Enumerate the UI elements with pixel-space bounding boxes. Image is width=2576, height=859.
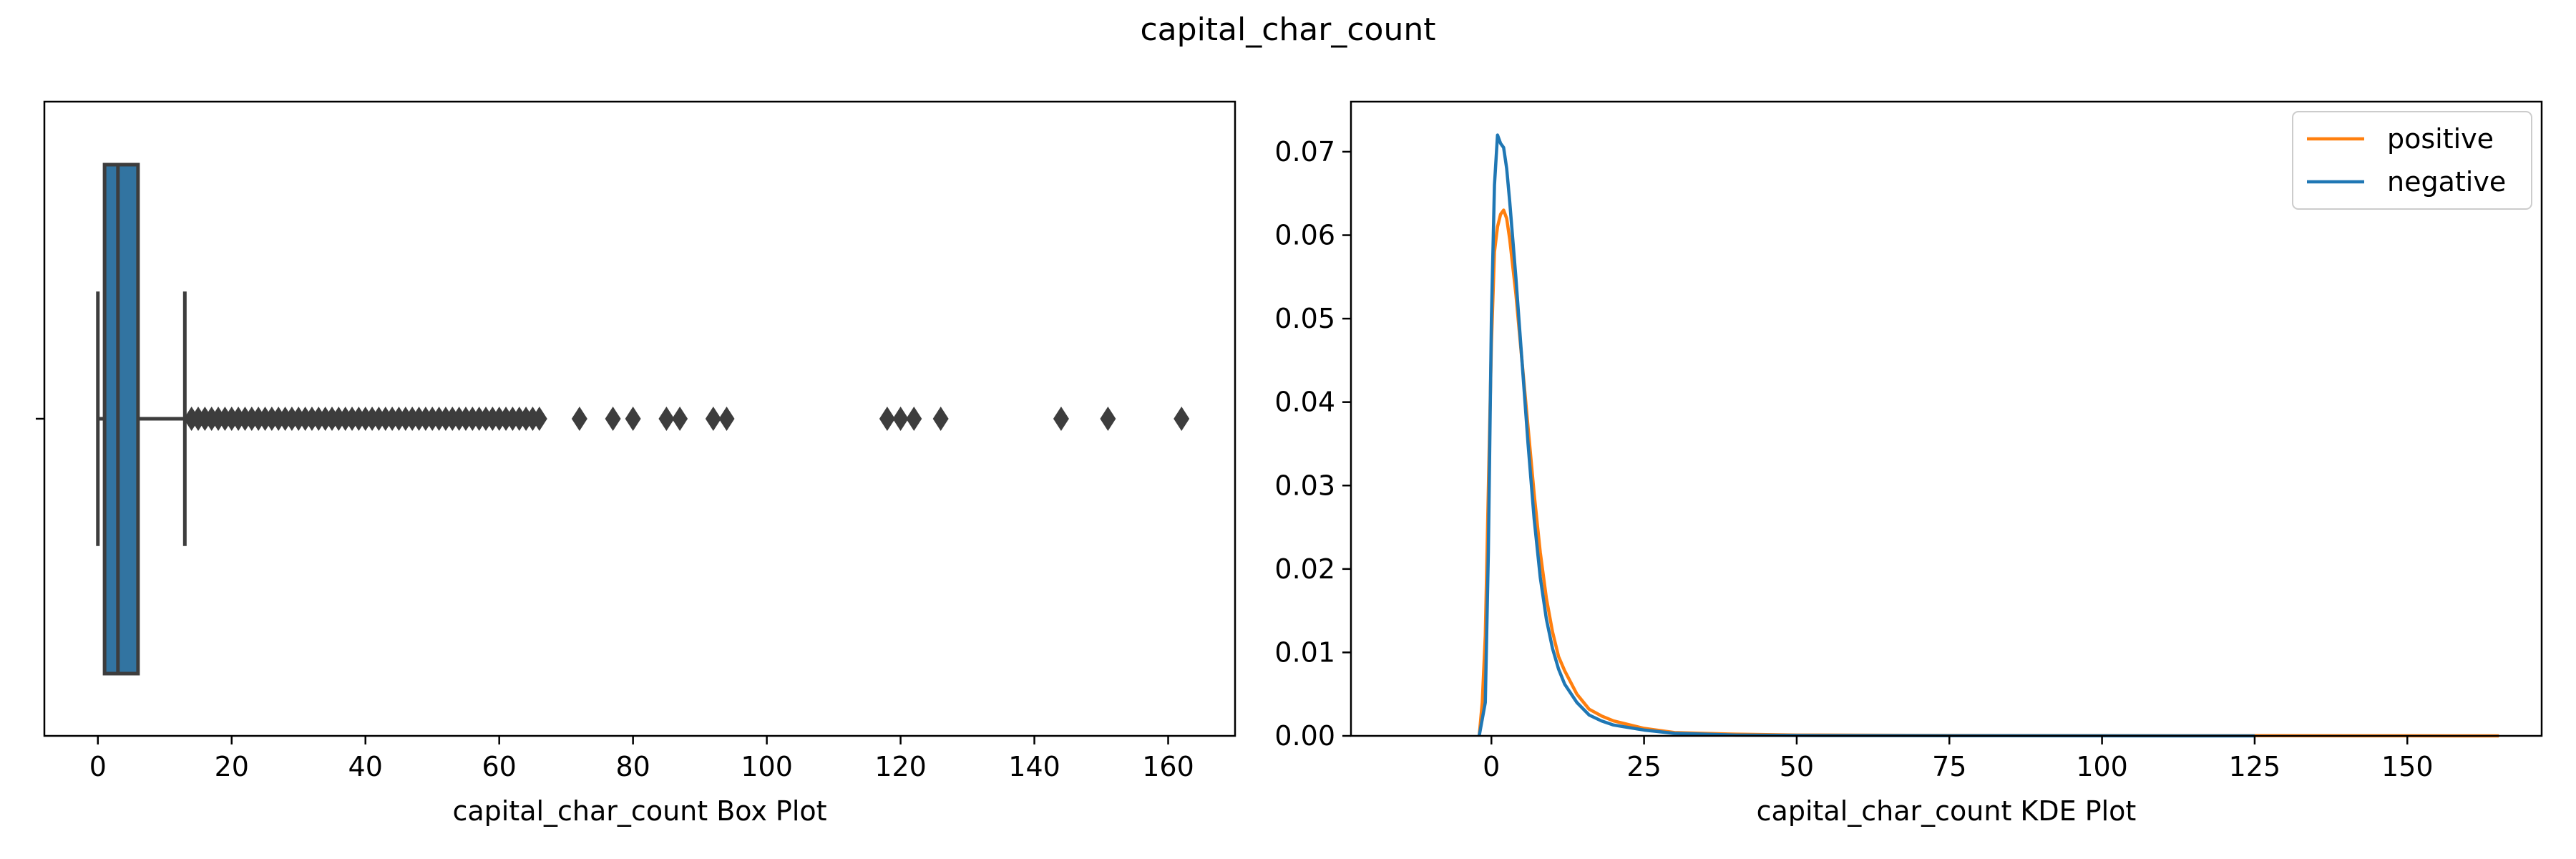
box-outlier-61	[892, 407, 909, 431]
box-outlier-55	[625, 407, 641, 431]
box-x-tick-label-100: 100	[741, 751, 793, 782]
kde-plot-frame	[1350, 100, 2543, 737]
box-outlier-64	[1053, 407, 1069, 431]
kde-plot-lines	[1477, 133, 2499, 738]
box-x-tick-label-120: 120	[874, 751, 927, 782]
box-outlier-60	[879, 407, 895, 431]
kde-x-tick-label-100: 100	[2076, 751, 2128, 782]
box-x-tick-label-160: 160	[1142, 751, 1194, 782]
kde-x-tick-label-50: 50	[1780, 751, 1814, 782]
legend-label-negative: negative	[2387, 166, 2506, 198]
kde-legend: positive negative	[2292, 111, 2532, 210]
kde-plot-x-axis-label: capital_char_count KDE Plot	[1757, 795, 2137, 827]
kde-plot-x-axis: 0 25 50 75 100 125 150	[1483, 736, 2434, 782]
kde-line-positive	[1477, 208, 2499, 738]
box-x-tick-label-40: 40	[348, 751, 383, 782]
kde-y-tick-label-4: 0.04	[1274, 387, 1335, 418]
box-x-tick-label-20: 20	[215, 751, 249, 782]
kde-x-tick-label-25: 25	[1626, 751, 1661, 782]
box-outlier-57	[672, 407, 688, 431]
kde-y-tick-label-1: 0.01	[1274, 636, 1335, 668]
box-outlier-65	[1100, 407, 1116, 431]
box-plot-marks	[96, 162, 1190, 676]
box-outlier-53	[571, 407, 587, 431]
box-outlier-66	[1174, 407, 1190, 431]
box-outlier-54	[605, 407, 621, 431]
figure-title: capital_char_count	[1140, 11, 1435, 48]
box-outlier-56	[658, 407, 675, 431]
box-outlier-52	[531, 407, 547, 431]
box-outlier-58	[705, 407, 721, 431]
box-plot-x-axis: 0 20 40 60 80 100 120 140 160	[89, 736, 1194, 782]
box-plot-panel: 0 20 40 60 80 100 120 140 160 capital_char_count…	[36, 100, 1236, 827]
legend-label-positive: positive	[2387, 123, 2494, 155]
box-x-tick-label-140: 140	[1008, 751, 1060, 782]
box-x-tick-label-60: 60	[482, 751, 517, 782]
box-outlier-62	[906, 407, 922, 431]
kde-plot-y-axis: 0.00 0.01 0.02 0.03 0.04 0.05 0.06 0.07	[1274, 136, 1351, 752]
kde-y-tick-label-7: 0.07	[1274, 136, 1335, 168]
kde-y-tick-label-6: 0.06	[1274, 220, 1335, 251]
box-x-tick-label-80: 80	[615, 751, 650, 782]
kde-y-tick-label-3: 0.03	[1274, 470, 1335, 501]
box-plot-x-axis-label: capital_char_count Box Plot	[452, 795, 826, 827]
kde-y-tick-label-2: 0.02	[1274, 553, 1335, 585]
box-x-tick-label-0: 0	[89, 751, 107, 782]
kde-line-negative	[1477, 133, 2255, 738]
kde-y-tick-label-0: 0.00	[1274, 720, 1335, 752]
box-iqr	[102, 162, 140, 676]
kde-plot-panel: 0 25 50 75 100 125 150 0.000.010.020.030.040.0…	[1274, 100, 2543, 827]
kde-legend-frame	[2292, 111, 2532, 210]
kde-x-tick-label-0: 0	[1483, 751, 1500, 782]
kde-x-tick-label-150: 150	[2381, 751, 2434, 782]
box-outlier-63	[932, 407, 949, 431]
kde-x-tick-label-75: 75	[1932, 751, 1966, 782]
kde-y-tick-label-5: 0.05	[1274, 303, 1335, 334]
kde-x-tick-label-125: 125	[2229, 751, 2281, 782]
box-outlier-59	[718, 407, 735, 431]
